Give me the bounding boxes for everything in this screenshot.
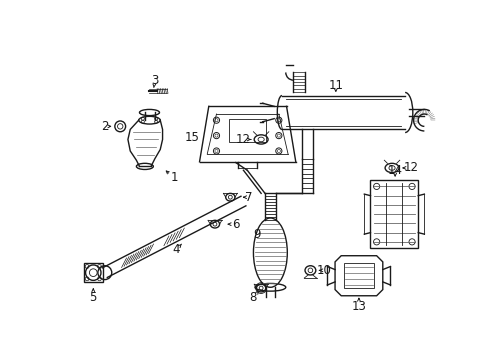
Text: 1: 1 — [171, 171, 178, 184]
Text: 5: 5 — [90, 291, 97, 304]
Text: 2: 2 — [101, 120, 109, 133]
Text: 14: 14 — [388, 164, 403, 177]
Bar — [344, 264, 373, 288]
Text: 9: 9 — [253, 228, 260, 240]
Text: 10: 10 — [317, 264, 332, 277]
Text: 8: 8 — [250, 291, 257, 304]
Text: 12: 12 — [236, 133, 251, 146]
Text: 6: 6 — [232, 218, 240, 231]
Bar — [370, 180, 418, 248]
Text: 11: 11 — [328, 79, 343, 92]
Text: 7: 7 — [245, 191, 252, 204]
Text: 12: 12 — [404, 161, 419, 175]
Bar — [84, 264, 102, 282]
Text: 13: 13 — [351, 300, 367, 313]
Text: 3: 3 — [151, 74, 159, 87]
Text: 15: 15 — [184, 131, 199, 144]
Bar — [229, 119, 266, 142]
Text: 4: 4 — [172, 243, 180, 256]
